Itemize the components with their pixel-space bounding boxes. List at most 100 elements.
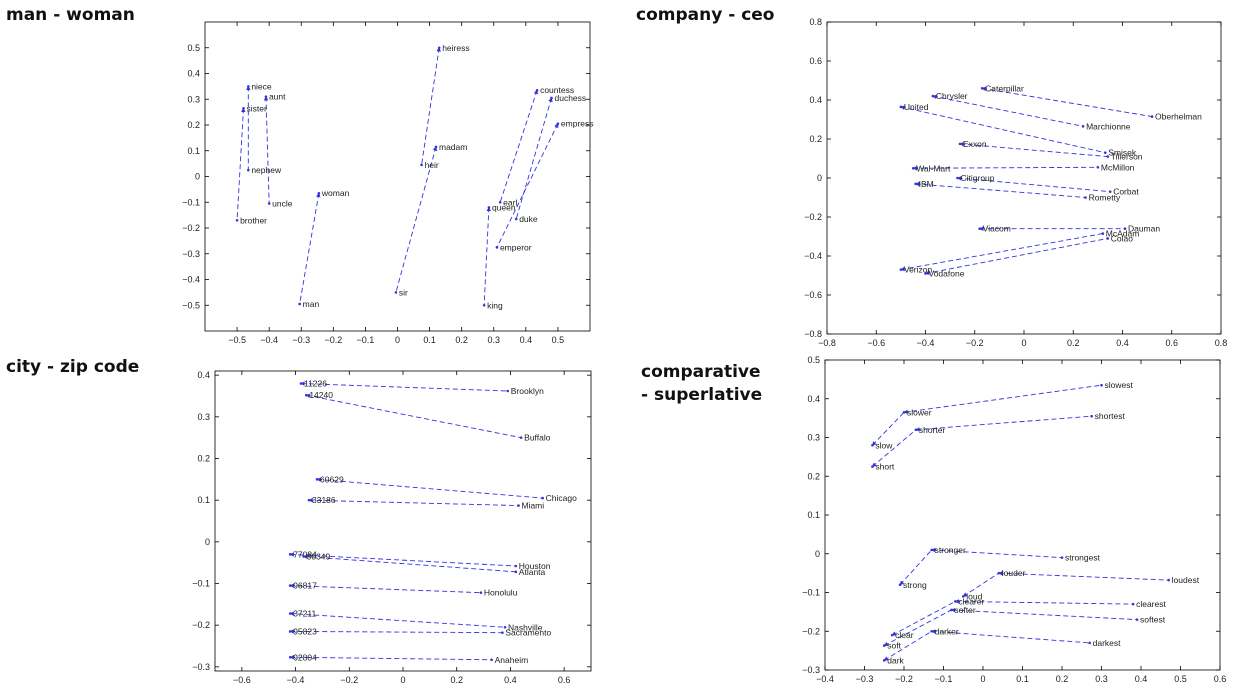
point-honolulu bbox=[479, 591, 483, 594]
point-niece bbox=[247, 85, 250, 88]
point-label-duke: duke bbox=[519, 214, 538, 224]
point-chicago bbox=[541, 496, 544, 500]
point-label-loud: loud bbox=[966, 591, 982, 601]
point-tillerson bbox=[1106, 155, 1110, 158]
point-label-vodafone: Vodafone bbox=[929, 269, 965, 279]
point-95823 bbox=[288, 630, 292, 633]
point-label-colao: Colao bbox=[1111, 233, 1133, 243]
point-96817 bbox=[288, 584, 292, 587]
x-tick-label: −0.6 bbox=[867, 338, 885, 348]
y-tick-label: 0.6 bbox=[809, 56, 822, 66]
point-strongest bbox=[1060, 556, 1064, 559]
y-tick-label: 0.2 bbox=[809, 134, 822, 144]
x-tick-label: 0.6 bbox=[1165, 338, 1178, 348]
y-tick-label: 0.1 bbox=[807, 510, 820, 520]
pair-line-clear-clearer bbox=[891, 601, 956, 636]
pair-line-37211-nashville bbox=[289, 611, 506, 628]
point-loud bbox=[961, 595, 965, 598]
point-label-loudest: loudest bbox=[1172, 575, 1200, 585]
point-label-chrysler: Chrysler bbox=[936, 91, 968, 101]
point-countess bbox=[535, 88, 539, 92]
point-60629 bbox=[315, 478, 319, 481]
y-tick-label: −0.2 bbox=[802, 626, 820, 636]
point-77084 bbox=[288, 553, 292, 556]
point-label-11226: 11226 bbox=[304, 379, 327, 389]
point-label-14240: 14240 bbox=[309, 390, 333, 400]
y-tick-label: −0.3 bbox=[802, 665, 820, 675]
y-tick-label: −0.5 bbox=[182, 300, 200, 310]
y-tick-label: 0.3 bbox=[187, 94, 200, 104]
y-tick-label: 0.2 bbox=[807, 471, 820, 481]
point-emperor bbox=[495, 246, 499, 249]
x-tick-label: 0.5 bbox=[552, 335, 565, 345]
point-label-mcmillon: McMillon bbox=[1101, 162, 1135, 172]
x-tick-label: 0.4 bbox=[504, 675, 517, 685]
pair-line-united-smisek bbox=[900, 105, 1106, 154]
point-aunt bbox=[264, 95, 268, 98]
x-tick-label: −0.4 bbox=[917, 338, 935, 348]
y-tick-label: −0.8 bbox=[804, 329, 822, 339]
point-label-shorter: shorter bbox=[919, 425, 946, 435]
point-label-man: man bbox=[303, 299, 320, 309]
pair-line-92804-anaheim bbox=[289, 655, 492, 661]
point-label-duchess: duchess bbox=[555, 93, 587, 103]
point-label-emperor: emperor bbox=[500, 242, 532, 252]
x-tick-label: 0.5 bbox=[1174, 674, 1187, 684]
point-clearer bbox=[954, 600, 957, 603]
point-verizon bbox=[899, 268, 903, 271]
pair-line-empress-emperor bbox=[496, 123, 559, 248]
point-92804 bbox=[288, 655, 292, 659]
chart-comparative-superlative: −0.4 −0.3 −0.2 −0.1 0 0.1 0.2 0.3 0.4 0.5 0.6−0.3−… bbox=[802, 355, 1226, 684]
pair-line-stronger-strongest bbox=[930, 547, 1063, 559]
y-tick-label: 0 bbox=[815, 549, 820, 559]
pair-line-ibm-rometty bbox=[914, 181, 1086, 198]
pair-line-77084-houston bbox=[289, 552, 516, 567]
point-label-clearer: clearer bbox=[958, 596, 984, 606]
point-label-atlanta: Atlanta bbox=[519, 567, 546, 577]
x-tick-label: 0.6 bbox=[1214, 674, 1227, 684]
point-label-soft: soft bbox=[887, 641, 901, 651]
point-softest bbox=[1135, 618, 1139, 621]
point-shorter bbox=[914, 428, 918, 432]
x-tick-label: 0.4 bbox=[1135, 674, 1148, 684]
point-slower bbox=[902, 411, 906, 414]
point-label-darker: darker bbox=[935, 626, 959, 636]
x-tick-label: 0 bbox=[1021, 338, 1026, 348]
point-label-slower: slower bbox=[907, 407, 932, 417]
point-king bbox=[482, 303, 486, 307]
point-label-miami: Miami bbox=[521, 501, 544, 511]
point-label-caterpillar: Caterpillar bbox=[985, 83, 1024, 93]
point-vodafone bbox=[924, 272, 927, 275]
pair-line-14240-buffalo bbox=[305, 393, 522, 439]
point-brooklyn bbox=[506, 389, 510, 393]
x-tick-label: 0.8 bbox=[1215, 338, 1228, 348]
panel-title-city-zip: city - zip code bbox=[6, 357, 140, 377]
x-tick-label: 0.3 bbox=[487, 335, 500, 345]
point-label-slow: slow bbox=[875, 440, 893, 450]
point-caterpillar bbox=[980, 87, 984, 90]
point-label-marchionne: Marchionne bbox=[1086, 121, 1131, 131]
chart-city-zip: −0.6 −0.4 −0.2 0 0.2 0.4 0.6 −0.3 −0.2 −0.1 0 0.1 0.… bbox=[192, 370, 592, 685]
point-label-96817: 96817 bbox=[293, 581, 317, 591]
pair-line-softer-softest bbox=[950, 607, 1138, 621]
point-label-heir: heir bbox=[425, 160, 439, 170]
x-tick-label: 0.2 bbox=[455, 335, 468, 345]
y-tick-label: 0.4 bbox=[197, 370, 210, 380]
x-tick-label: 0 bbox=[980, 674, 985, 684]
point-label-shortest: shortest bbox=[1095, 411, 1126, 421]
point-strong bbox=[898, 583, 902, 587]
x-tick-label: −0.4 bbox=[287, 675, 305, 685]
point-11226 bbox=[299, 382, 303, 385]
pair-line-caterpillar-oberhelman bbox=[981, 86, 1153, 118]
y-tick-label: −0.3 bbox=[192, 662, 210, 672]
point-duchess bbox=[550, 96, 553, 100]
pair-line-dark-darker bbox=[883, 630, 932, 661]
point-label-strong: strong bbox=[903, 580, 927, 590]
point-miami bbox=[517, 504, 520, 507]
point-label-ibm: IBM bbox=[919, 179, 934, 189]
y-tick-label: −0.1 bbox=[192, 579, 210, 589]
pair-line-aunt-uncle bbox=[263, 95, 270, 204]
point-man bbox=[298, 302, 301, 306]
point-label-slowest: slowest bbox=[1105, 380, 1134, 390]
pair-line-citigroup-corbat bbox=[956, 176, 1111, 193]
